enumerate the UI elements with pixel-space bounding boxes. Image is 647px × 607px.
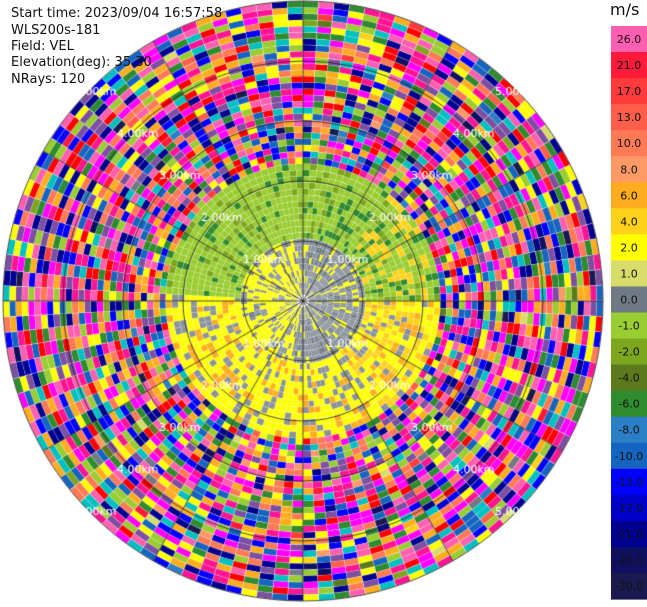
colorbar-tick-label: -13.0 [615,476,643,489]
colorbar-swatch [611,390,647,418]
colorbar-tick-label: -4.0 [618,372,639,385]
colorbar-swatch [611,468,647,496]
colorbar-tick-label: -8.0 [618,424,639,437]
colorbar-unit-label: m/s [610,0,640,19]
colorbar-tick-label: 6.0 [620,189,638,202]
colorbar-swatch [611,260,647,288]
colorbar-swatch [611,104,647,131]
colorbar-swatch [611,338,647,366]
velocity-ppi-plot [0,0,605,607]
colorbar-swatch [611,156,647,183]
elevation-label: Elevation(deg): 35.30 [11,55,152,70]
colorbar-swatch [611,520,647,548]
colorbar-tick-label: 2.0 [620,241,638,254]
colorbar-tick-label: -30.0 [615,580,643,593]
colorbar-tick-label: 4.0 [620,215,638,228]
colorbar-swatch [611,208,647,235]
colorbar-tick-label: 10.0 [617,137,642,150]
colorbar-tick-label: 0.0 [620,293,638,306]
colorbar-swatch [611,416,647,444]
colorbar-tick-label: -6.0 [618,398,639,411]
instrument-label: WLS200s-181 [11,23,101,38]
colorbar-swatch [611,494,647,522]
colorbar-swatch [611,364,647,392]
colorbar-swatch [611,130,647,157]
colorbar-tick-label: -26.0 [615,554,643,567]
colorbar-tick-label: 26.0 [617,33,642,46]
colorbar-swatch [611,234,647,262]
colorbar-tick-label: -10.0 [615,450,643,463]
colorbar-tick-label: -1.0 [618,320,639,333]
field-label: Field: VEL [11,39,74,54]
colorbar-swatch [611,572,647,600]
colorbar-tick-label: -2.0 [618,346,639,359]
colorbar-swatch [611,182,647,209]
colorbar-swatch [611,312,647,340]
colorbar-swatch [611,286,647,314]
colorbar-tick-label: 8.0 [620,163,638,176]
colorbar-tick-label: -17.0 [615,502,643,515]
colorbar-tick-label: -21.0 [615,528,643,541]
colorbar-swatch [611,442,647,470]
nrays-label: NRays: 120 [11,72,86,87]
colorbar-tick-label: 1.0 [620,267,638,280]
colorbar-swatch [611,26,647,53]
colorbar-swatch [611,78,647,105]
colorbar-swatch [611,546,647,574]
colorbar-swatch [611,52,647,79]
start-time-label: Start time: 2023/09/04 16:57:58 [11,6,223,21]
velocity-colorbar: 26.0 21.0 17.0 13.0 10.0 8.0 6.0 4.0 2.0 1.0 0.0 -1… [611,26,647,600]
colorbar-tick-label: 13.0 [617,111,642,124]
colorbar-tick-label: 17.0 [617,85,642,98]
colorbar-tick-label: 21.0 [617,59,642,72]
